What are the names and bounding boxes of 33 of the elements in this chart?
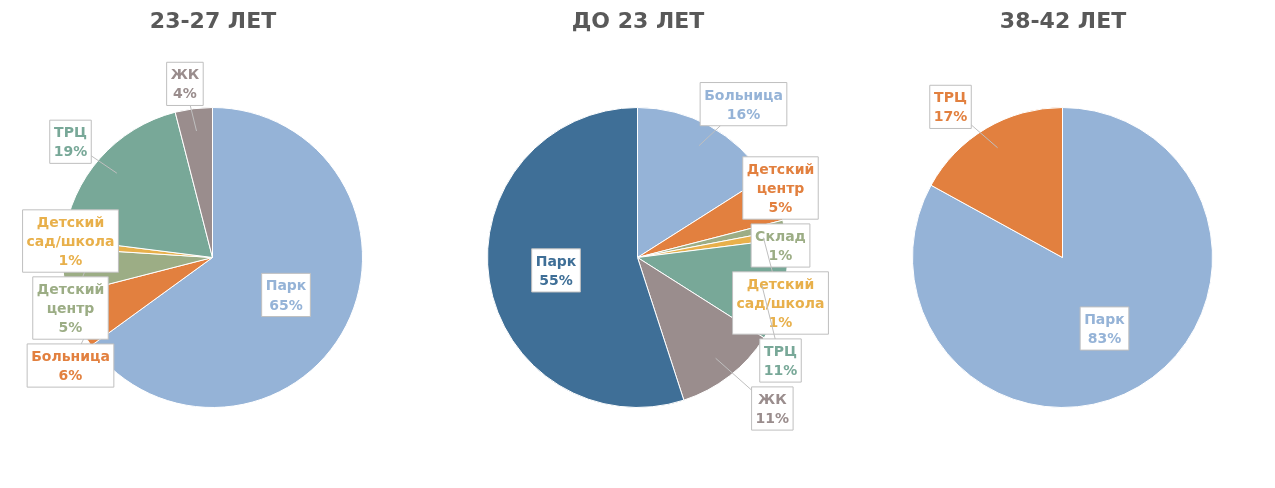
chart-title: 23-27 ЛЕТ: [149, 7, 277, 33]
chart-title: ДО 23 ЛЕТ: [571, 7, 705, 33]
slice-label: Парк: [1084, 310, 1126, 327]
slice-label: Детский центр: [746, 160, 815, 196]
data-label: 19%: [53, 143, 88, 160]
chart-title: 38-42 ЛЕТ: [999, 7, 1127, 33]
data-label: 6%: [58, 367, 83, 384]
data-label: 11%: [755, 410, 790, 427]
data-label: 1%: [768, 314, 793, 331]
data-label: 4%: [173, 85, 197, 102]
slice-label: Больница: [704, 86, 783, 103]
slice-label: Парк: [535, 252, 577, 269]
data-label: 11%: [763, 362, 798, 379]
data-label: 1%: [58, 252, 83, 269]
data-label: 5%: [58, 319, 83, 336]
slice-label: Детский сад/школа: [26, 213, 115, 250]
slice-label: Детский центр: [36, 280, 105, 317]
slice-label: ТРЦ: [934, 89, 967, 106]
slice-label: ТРЦ: [764, 342, 797, 359]
data-label: 65%: [269, 296, 303, 313]
data-label: 83%: [1087, 330, 1122, 347]
slice-label: Детский сад/школа: [736, 275, 825, 311]
slice-label: ТРЦ: [54, 124, 87, 141]
data-label: 5%: [768, 199, 793, 216]
data-label: 1%: [768, 247, 793, 264]
slice-label: Больница: [31, 347, 110, 364]
slice-label: ЖК: [170, 66, 200, 83]
data-label: 16%: [726, 105, 761, 122]
data-label: 55%: [539, 272, 573, 289]
slice-label: ЖК: [758, 390, 788, 407]
slice-label: Парк: [265, 277, 307, 294]
data-label: 17%: [933, 108, 968, 125]
slice-label: Склад: [755, 227, 806, 244]
